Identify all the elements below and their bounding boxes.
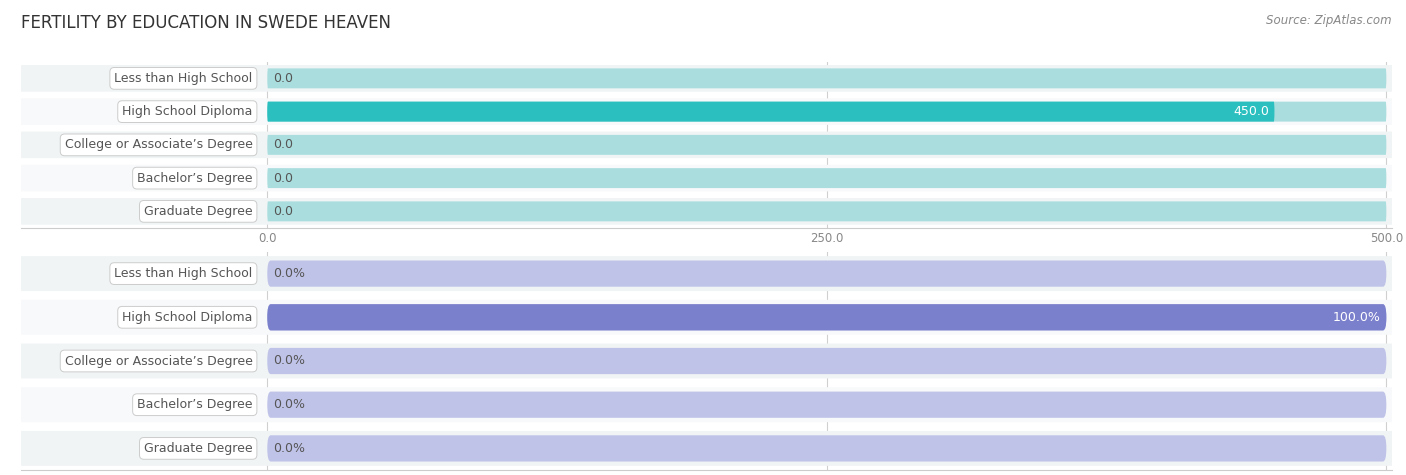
Text: High School Diploma: High School Diploma <box>122 311 253 324</box>
FancyBboxPatch shape <box>267 201 1386 221</box>
FancyBboxPatch shape <box>267 304 1386 331</box>
Text: 0.0%: 0.0% <box>273 267 305 280</box>
FancyBboxPatch shape <box>21 98 1398 125</box>
Text: 0.0: 0.0 <box>273 72 292 85</box>
Text: 0.0%: 0.0% <box>273 398 305 411</box>
FancyBboxPatch shape <box>21 132 1398 158</box>
FancyBboxPatch shape <box>267 102 1386 122</box>
Text: FERTILITY BY EDUCATION IN SWEDE HEAVEN: FERTILITY BY EDUCATION IN SWEDE HEAVEN <box>21 14 391 32</box>
FancyBboxPatch shape <box>21 431 1398 466</box>
FancyBboxPatch shape <box>267 348 1386 374</box>
Text: Source: ZipAtlas.com: Source: ZipAtlas.com <box>1267 14 1392 27</box>
Text: 0.0%: 0.0% <box>273 354 305 368</box>
FancyBboxPatch shape <box>21 256 1398 291</box>
Text: Less than High School: Less than High School <box>114 72 253 85</box>
FancyBboxPatch shape <box>267 168 1386 188</box>
Text: 100.0%: 100.0% <box>1333 311 1381 324</box>
Text: Less than High School: Less than High School <box>114 267 253 280</box>
FancyBboxPatch shape <box>267 435 1386 462</box>
FancyBboxPatch shape <box>267 102 1274 122</box>
FancyBboxPatch shape <box>267 135 1386 155</box>
FancyBboxPatch shape <box>21 198 1398 225</box>
Text: 0.0: 0.0 <box>273 138 292 152</box>
Text: College or Associate’s Degree: College or Associate’s Degree <box>65 138 253 152</box>
Text: High School Diploma: High School Diploma <box>122 105 253 118</box>
FancyBboxPatch shape <box>21 343 1398 379</box>
FancyBboxPatch shape <box>267 391 1386 418</box>
Text: Bachelor’s Degree: Bachelor’s Degree <box>136 171 253 185</box>
Text: Bachelor’s Degree: Bachelor’s Degree <box>136 398 253 411</box>
FancyBboxPatch shape <box>267 68 1386 88</box>
Text: College or Associate’s Degree: College or Associate’s Degree <box>65 354 253 368</box>
Text: 450.0: 450.0 <box>1233 105 1268 118</box>
Text: Graduate Degree: Graduate Degree <box>143 205 253 218</box>
FancyBboxPatch shape <box>267 260 1386 287</box>
FancyBboxPatch shape <box>21 165 1398 191</box>
FancyBboxPatch shape <box>21 387 1398 422</box>
FancyBboxPatch shape <box>21 300 1398 335</box>
FancyBboxPatch shape <box>21 65 1398 92</box>
Text: 0.0: 0.0 <box>273 205 292 218</box>
FancyBboxPatch shape <box>267 304 1386 331</box>
Text: 0.0: 0.0 <box>273 171 292 185</box>
Text: Graduate Degree: Graduate Degree <box>143 442 253 455</box>
Text: 0.0%: 0.0% <box>273 442 305 455</box>
